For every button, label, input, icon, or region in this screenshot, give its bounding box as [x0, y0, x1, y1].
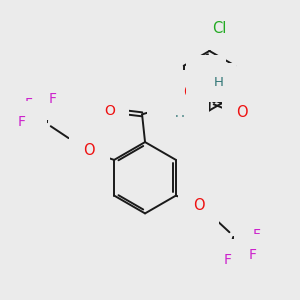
Text: F: F	[252, 228, 260, 242]
Text: O: O	[193, 198, 205, 213]
Text: N: N	[201, 69, 212, 84]
Text: F: F	[49, 92, 57, 106]
Text: H: H	[175, 107, 185, 120]
Text: F: F	[248, 248, 256, 262]
Text: N: N	[161, 100, 172, 115]
Text: O: O	[236, 105, 248, 120]
Text: F: F	[25, 98, 33, 111]
Text: F: F	[18, 115, 26, 129]
Text: F: F	[224, 253, 232, 267]
Text: Cl: Cl	[212, 21, 226, 36]
Text: O: O	[104, 104, 115, 118]
Text: H: H	[213, 76, 223, 89]
Text: O: O	[183, 85, 194, 100]
Text: O: O	[84, 142, 95, 158]
